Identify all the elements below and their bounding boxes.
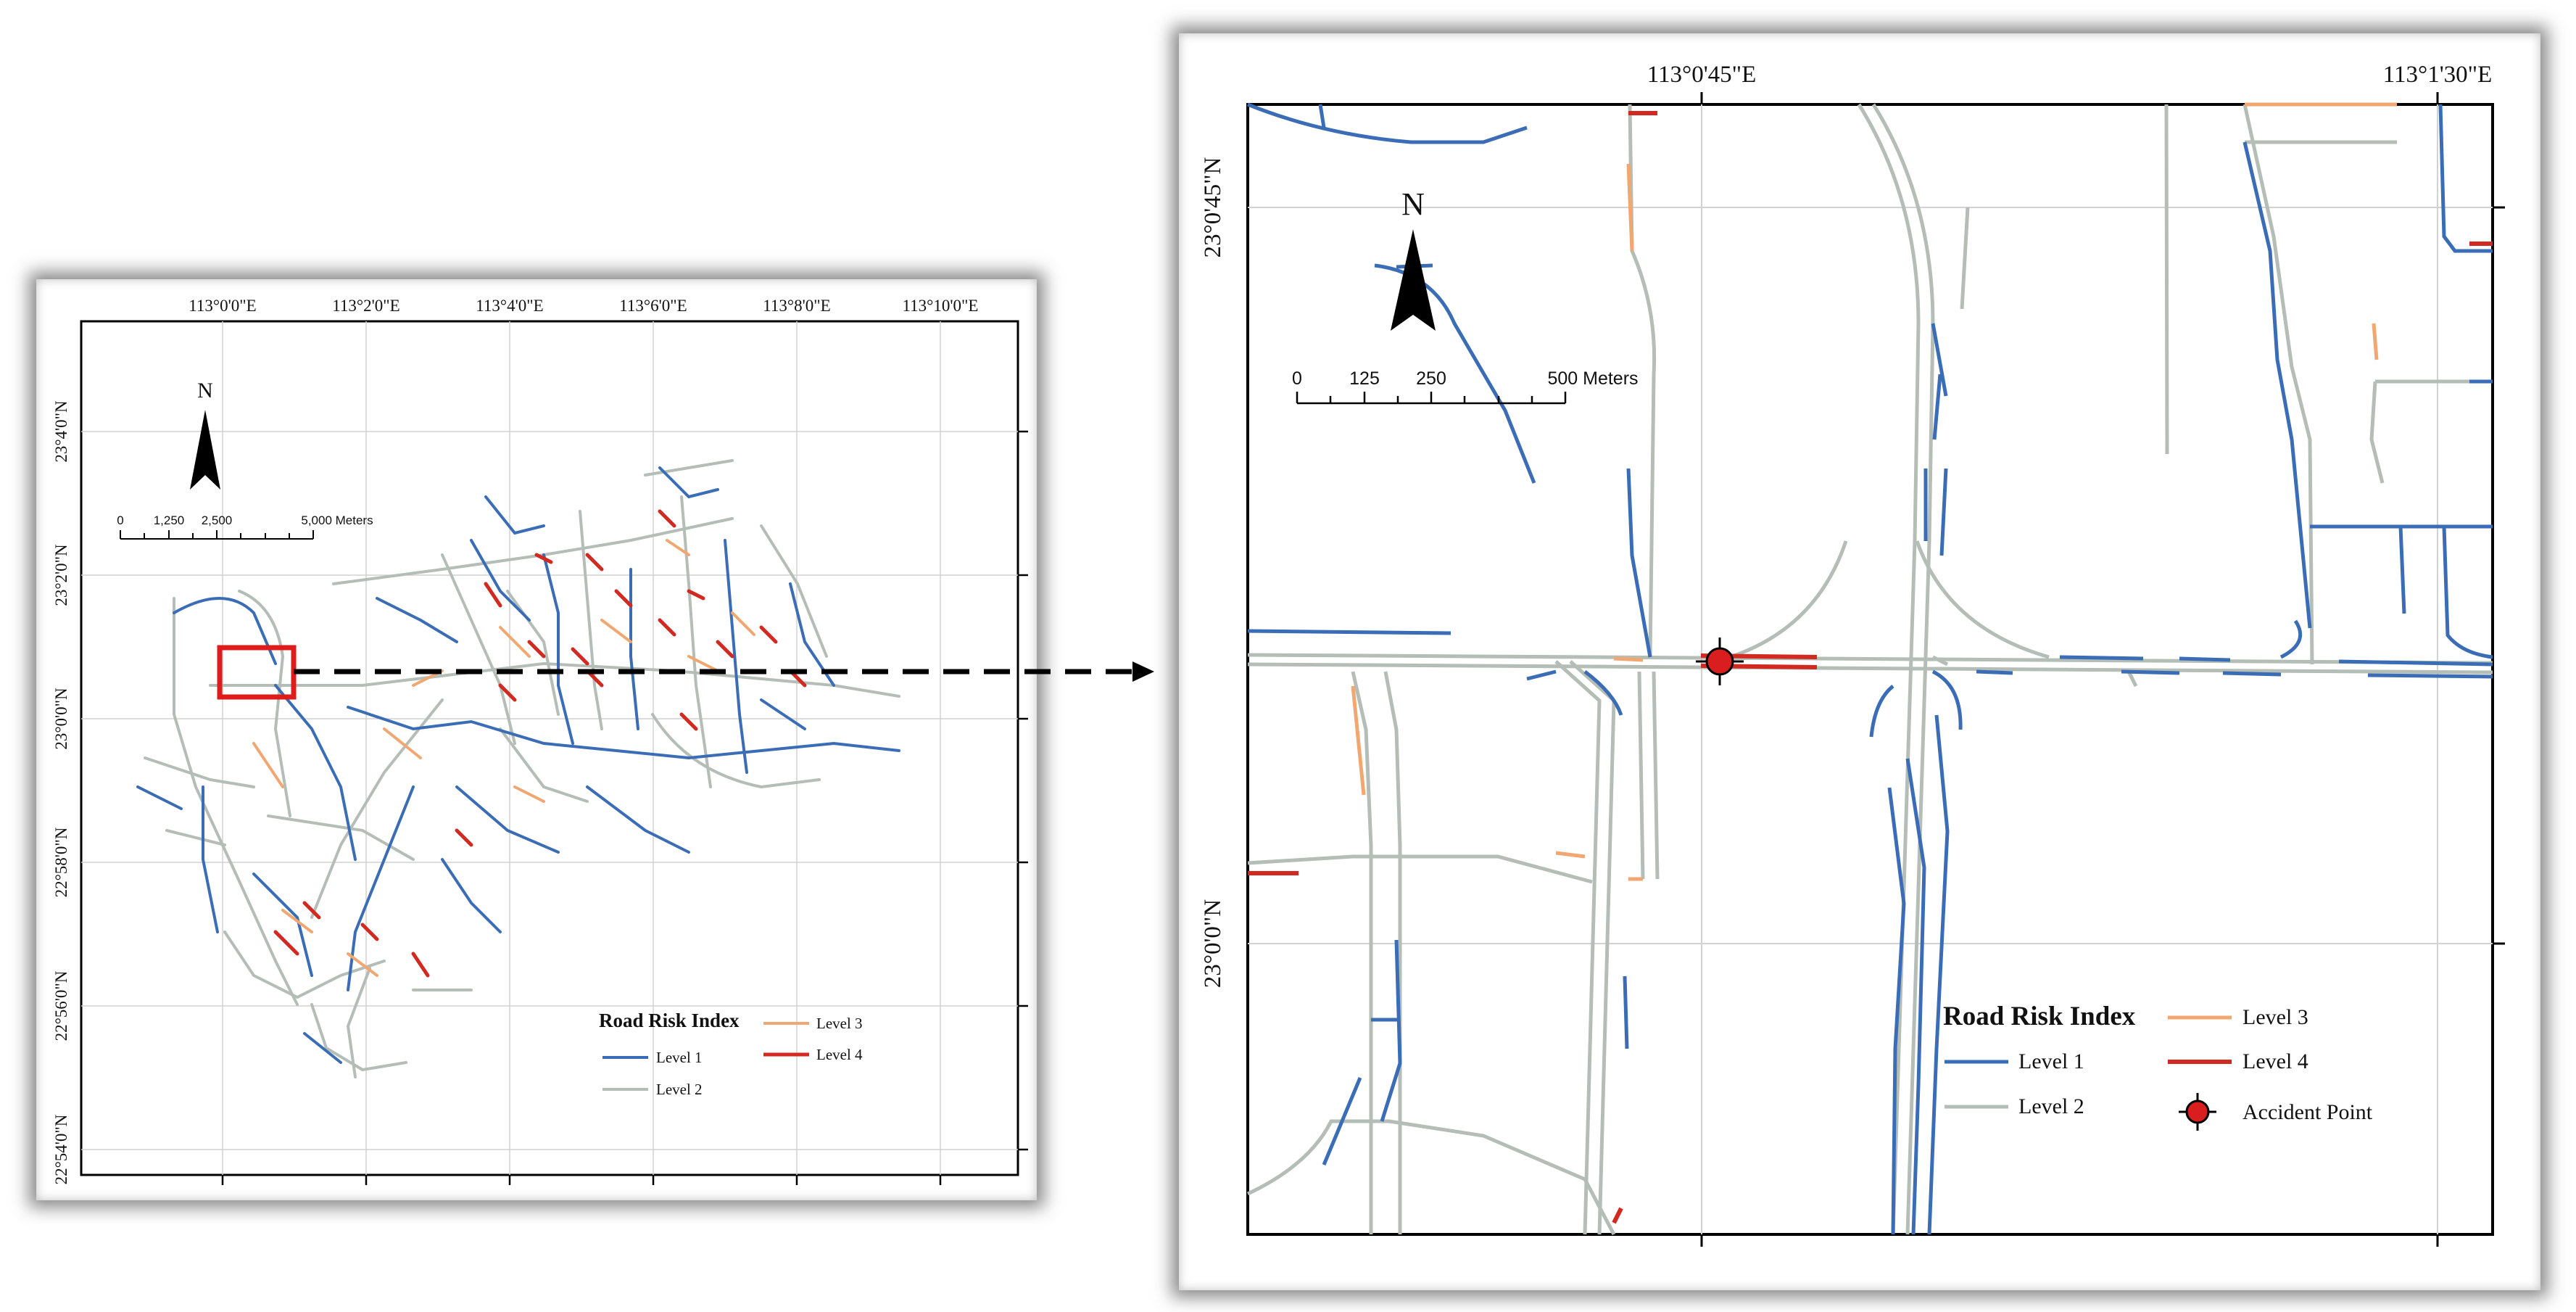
north-arrow-label: N xyxy=(1401,186,1425,222)
legend-label: Level 1 xyxy=(656,1049,703,1066)
detail-road-network xyxy=(1246,102,2493,1236)
overview-road-network xyxy=(136,459,900,1078)
legend-title: Road Risk Index xyxy=(599,1010,740,1031)
legend-accident-point-icon xyxy=(2179,1093,2216,1131)
scale-label: 0 xyxy=(117,513,123,527)
scale-label: 250 xyxy=(1416,368,1446,389)
north-arrow-label: N xyxy=(197,379,213,403)
lon-label: 113°4'0"E xyxy=(476,297,543,315)
detail-graticule xyxy=(1248,104,2493,1234)
legend-label: Level 3 xyxy=(816,1015,863,1032)
lat-label: 23°4'0"N xyxy=(52,400,70,463)
legend-label: Accident Point xyxy=(2242,1100,2373,1124)
overview-map: 113°0'0"E 113°2'0"E 113°4'0"E 113°6'0"E … xyxy=(52,297,1028,1185)
lat-label: 22°56'0"N xyxy=(52,970,70,1041)
legend-label: Level 2 xyxy=(656,1081,703,1098)
lon-label: 113°2'0"E xyxy=(332,297,399,315)
legend-label: Level 1 xyxy=(2018,1049,2084,1073)
legend-label: Level 4 xyxy=(816,1046,863,1063)
scale-label: 500 Meters xyxy=(1547,368,1638,389)
detail-ticks xyxy=(1700,92,2505,1247)
lon-label: 113°1'30"E xyxy=(2383,62,2493,88)
overview-map-panel: 113°0'0"E 113°2'0"E 113°4'0"E 113°6'0"E … xyxy=(36,279,1037,1200)
overview-graticule xyxy=(81,321,1018,1175)
lat-label: 23°0'0"N xyxy=(52,688,70,750)
detail-north-arrow: N xyxy=(1391,186,1436,331)
lat-label: 22°54'0"N xyxy=(52,1114,70,1184)
legend-label: Level 4 xyxy=(2242,1049,2308,1073)
lat-label: 23°2'0"N xyxy=(52,544,70,606)
lon-label: 113°10'0"E xyxy=(903,297,979,315)
scale-label: 125 xyxy=(1349,368,1380,389)
overview-map-border xyxy=(80,320,1019,1176)
lon-label: 113°8'0"E xyxy=(763,297,830,315)
accident-point-marker xyxy=(1696,638,1744,685)
lat-label: 23°0'0"N xyxy=(1200,899,1226,989)
scale-label: 1,250 xyxy=(154,513,185,527)
scale-label: 2,500 xyxy=(202,513,233,527)
overview-north-arrow: N xyxy=(190,379,220,490)
scale-label: 5,000 Meters xyxy=(301,513,373,527)
detail-legend: Road Risk Index Level 1 Level 2 Level 3 … xyxy=(1943,1002,2373,1131)
lon-label: 113°0'45"E xyxy=(1647,62,1757,88)
scale-label: 0 xyxy=(1292,368,1302,389)
detail-map: 113°0'45"E 113°1'30"E 23°0'45"N 23°0'0"N xyxy=(1200,62,2505,1247)
lat-label: 23°0'45"N xyxy=(1200,157,1226,257)
detail-scale-bar: 0 125 250 500 Meters xyxy=(1292,368,1639,405)
overview-legend: Road Risk Index Level 1 Level 2 Level 3 … xyxy=(599,1010,863,1098)
connector-arrowhead xyxy=(1132,661,1154,682)
overview-scale-bar: 0 1,250 2,500 5,000 Meters xyxy=(117,513,373,540)
overview-ticks xyxy=(221,430,1028,1185)
legend-label: Level 3 xyxy=(2242,1005,2308,1029)
detail-map-panel: 113°0'45"E 113°1'30"E 23°0'45"N 23°0'0"N xyxy=(1179,33,2540,1290)
lon-label: 113°0'0"E xyxy=(189,297,256,315)
legend-title: Road Risk Index xyxy=(1943,1002,2136,1031)
legend-label: Level 2 xyxy=(2018,1094,2084,1118)
lat-label: 22°58'0"N xyxy=(52,827,70,897)
lon-label: 113°6'0"E xyxy=(619,297,687,315)
